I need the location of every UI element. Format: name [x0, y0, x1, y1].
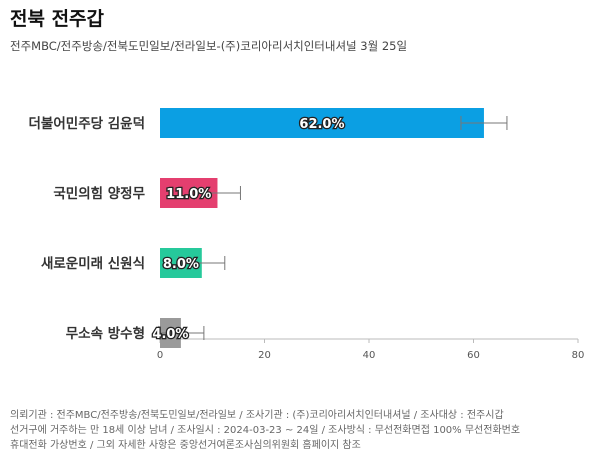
- value-label: 4.0%: [152, 327, 188, 342]
- value-label: 8.0%: [163, 257, 199, 272]
- category-label: 무소속 방수형: [66, 325, 145, 342]
- category-label: 국민의힘 양정무: [53, 185, 145, 202]
- value-label: 62.0%: [299, 117, 344, 132]
- survey-footnote: 의뢰기관 : 전주MBC/전주방송/전북도민일보/전라일보 / 조사기관 : (…: [10, 408, 595, 453]
- category-label: 더불어민주당 김윤덕: [29, 115, 145, 132]
- x-tick-label: 40: [363, 350, 376, 361]
- x-tick-label: 80: [572, 350, 585, 361]
- footnote-line: 휴대전화 가상번호 / 그외 자세한 사항은 중앙선거여론조사심의위원회 홈페이…: [10, 440, 361, 451]
- x-tick-label: 60: [467, 350, 480, 361]
- footnote-line: 선거구에 거주하는 만 18세 이상 남녀 / 조사일시 : 2024-03-2…: [10, 425, 521, 436]
- x-tick-label: 20: [258, 350, 271, 361]
- bar-chart: 0 20 40 60 80 더불어민주당 김윤덕 62.0% 국민의힘 양정무 11.0% 새로운…: [29, 108, 585, 361]
- x-tick-label: 0: [157, 350, 163, 361]
- footnote-line: 의뢰기관 : 전주MBC/전주방송/전북도민일보/전라일보 / 조사기관 : (…: [10, 410, 504, 421]
- chart-subtitle: 전주MBC/전주방송/전북도민일보/전라일보-(주)코리아리서치인터내셔널 3월…: [10, 39, 408, 53]
- chart-title: 전북 전주갑: [10, 8, 105, 30]
- bar: [160, 108, 484, 138]
- category-label: 새로운미래 신원식: [41, 256, 145, 272]
- value-label: 11.0%: [166, 187, 211, 202]
